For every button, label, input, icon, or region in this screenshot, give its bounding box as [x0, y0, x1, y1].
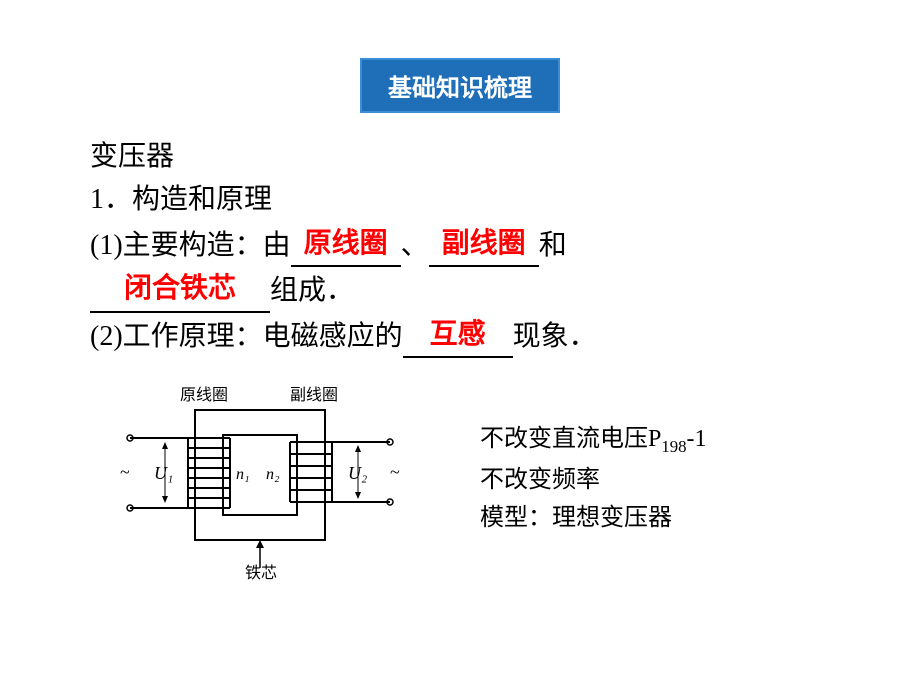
note-line-3: 模型：理想变压器	[480, 499, 707, 537]
label-primary: 原线圈	[180, 386, 228, 404]
label-tilde-left: ~	[120, 462, 130, 482]
transformer-diagram: 原线圈 副线圈 铁芯 ~ ~ U₁ U₂ n₁ n₂	[110, 380, 400, 585]
label-u1: U₁	[154, 463, 173, 483]
p1-sep1: 、	[401, 230, 429, 261]
fill-secondary-coil: 副线圈	[438, 228, 530, 259]
blank-iron-core: 闭合铁芯	[90, 267, 270, 312]
p1-num: (1)	[90, 230, 123, 261]
point-1-line1: (1)主要构造：由原线圈、副线圈和	[90, 222, 597, 267]
p2-label: 工作原理：电磁感应的	[123, 321, 403, 352]
point-1-line2: 闭合铁芯组成．	[90, 267, 597, 312]
blank-secondary-coil: 副线圈	[429, 222, 539, 267]
blank-primary-coil: 原线圈	[291, 222, 401, 267]
fill-primary-coil: 原线圈	[300, 228, 392, 259]
main-content: 变压器 1．构造和原理 (1)主要构造：由原线圈、副线圈和 闭合铁芯组成． (2…	[90, 135, 597, 358]
p2-tail: 现象．	[513, 321, 597, 352]
item-1: 1．构造和原理	[90, 178, 597, 221]
note-line-1: 不改变直流电压P198-1	[480, 420, 707, 461]
note-line-2: 不改变频率	[480, 461, 707, 499]
note1a: 不改变直流电压P	[480, 426, 661, 452]
note1sub: 198	[661, 437, 686, 456]
p1-label: 主要构造：由	[123, 230, 291, 261]
fill-mutual: 互感	[426, 319, 490, 350]
section-banner: 基础知识梳理	[360, 58, 560, 113]
item-1-title: 构造和原理	[132, 184, 272, 215]
p1-tail1: 和	[539, 230, 567, 261]
label-secondary: 副线圈	[290, 386, 338, 404]
label-core: 铁芯	[245, 564, 277, 580]
p2-num: (2)	[90, 321, 123, 352]
label-n1: n₁	[236, 466, 250, 483]
blank-mutual: 互感	[403, 313, 513, 358]
topic-heading: 变压器	[90, 135, 597, 178]
item-1-num: 1．	[90, 184, 132, 215]
point-2: (2)工作原理：电磁感应的互感现象．	[90, 313, 597, 358]
side-notes: 不改变直流电压P198-1 不改变频率 模型：理想变压器	[480, 420, 707, 537]
p1-tail2: 组成．	[270, 275, 354, 306]
fill-iron-core: 闭合铁芯	[120, 273, 240, 304]
note1b: -1	[687, 426, 707, 452]
label-n2: n₂	[266, 466, 280, 483]
label-tilde-right: ~	[390, 462, 400, 482]
